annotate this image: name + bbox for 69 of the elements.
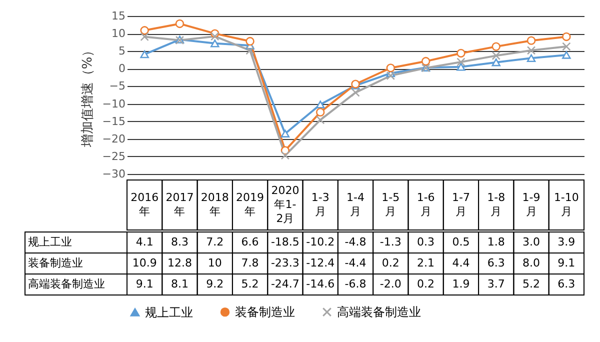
y-tick-label: 10	[112, 27, 126, 40]
data-label: -12.4	[306, 256, 335, 270]
data-label: 5.2	[241, 278, 259, 290]
legend-label: 高端装备制造业	[337, 305, 421, 320]
data-label: 3.9	[558, 236, 576, 248]
data-label: -14.6	[306, 278, 335, 290]
data-label: -23.3	[270, 256, 300, 270]
data-label: 0.5	[452, 236, 470, 248]
x-tick-label: 2020年1-2月	[271, 184, 300, 225]
x-tick-label: 1-4月	[346, 191, 364, 218]
data-label: 0.2	[417, 278, 435, 290]
x-tick-label: 1-10月	[554, 191, 579, 218]
x-tick-label: 2016年	[130, 191, 159, 218]
data-label: 8.3	[170, 236, 188, 248]
data-label: 1.8	[487, 236, 505, 248]
data-label: 12.8	[167, 256, 192, 270]
data-label: 0.2	[382, 256, 400, 270]
legend-label: 规上工业	[145, 305, 193, 320]
data-label: 10.9	[132, 256, 157, 270]
y-tick-label: 5	[118, 44, 126, 58]
data-label: 3.0	[522, 236, 540, 248]
x-tick-label: 2017年	[166, 191, 194, 218]
data-label: 9.2	[206, 278, 224, 290]
y-tick-label: −30	[102, 168, 126, 180]
data-label: 8.0	[522, 256, 540, 270]
text: 装备制造业	[28, 256, 83, 270]
data-label: 2.1	[417, 256, 435, 270]
x-tick-label: 2018年	[200, 191, 229, 218]
data-label: -10.2	[306, 236, 335, 248]
data-label: 5.2	[522, 278, 540, 290]
data-label: 3.7	[487, 278, 505, 290]
x-tick-label: 1-8月	[487, 191, 506, 218]
x-tick-label: 2019年	[236, 191, 264, 218]
data-label: 1.9	[452, 278, 470, 290]
y-tick-label: −10	[102, 97, 126, 110]
x-tick-label: 1-6月	[416, 191, 435, 218]
data-label: -4.8	[344, 236, 366, 248]
x-tick-label: 1-7月	[452, 191, 470, 218]
text: 规上工业	[28, 236, 72, 248]
data-label: 4.1	[136, 236, 154, 248]
text: 高端装备制造业	[28, 278, 105, 290]
data-label: 6.3	[487, 256, 505, 270]
y-tick-label: −25	[102, 150, 126, 163]
legend-label: 装备制造业	[235, 305, 295, 320]
data-label: 9.1	[558, 256, 576, 270]
data-label: 9.1	[136, 278, 154, 290]
data-label: 7.2	[206, 236, 224, 248]
y-tick-label: −5	[109, 80, 126, 93]
y-tick-label: 0	[118, 62, 126, 76]
data-label: 4.4	[452, 256, 470, 270]
data-label: -18.5	[270, 236, 300, 248]
data-label: -4.4	[344, 256, 366, 270]
data-label: -6.8	[344, 278, 366, 290]
data-label: 8.1	[170, 278, 188, 290]
y-tick-label: 15	[112, 10, 126, 22]
x-tick-label: 1-3月	[311, 191, 330, 218]
y-axis-title: 增加值增速（%）	[80, 44, 96, 148]
data-label: 6.6	[241, 236, 259, 248]
data-label: 7.8	[241, 256, 259, 270]
data-label: 0.3	[417, 236, 435, 248]
x-tick-label: 1-5月	[382, 191, 400, 218]
y-tick-label: −20	[102, 132, 126, 146]
data-label: 10	[208, 256, 222, 270]
data-label: 6.3	[558, 278, 576, 290]
x-tick-label: 1-9月	[522, 191, 540, 218]
data-label: -24.7	[270, 278, 300, 290]
y-tick-label: −15	[102, 114, 126, 128]
data-label: -1.3	[380, 236, 402, 248]
data-label: -2.0	[380, 278, 402, 290]
